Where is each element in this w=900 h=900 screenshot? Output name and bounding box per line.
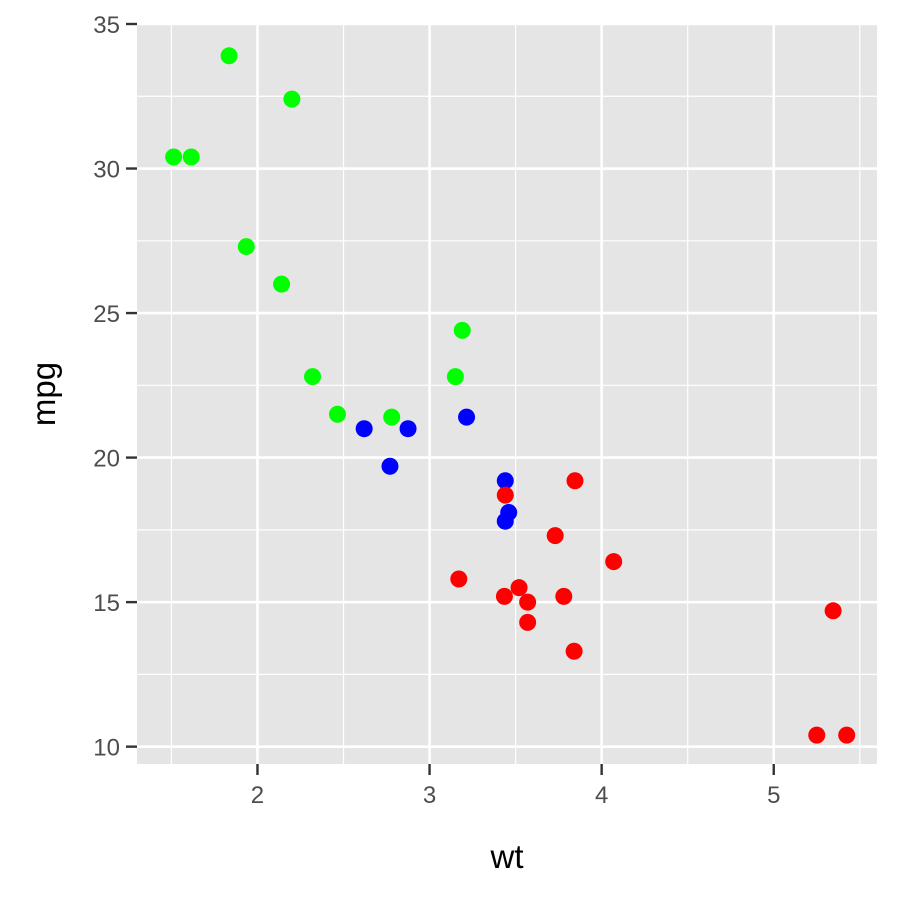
data-point [605, 553, 623, 571]
data-point [328, 405, 346, 423]
data-point [237, 238, 255, 256]
y-axis-title: mpg [25, 362, 62, 426]
data-point [495, 587, 513, 605]
data-point [510, 579, 528, 597]
x-axis-title: wt [490, 838, 524, 875]
y-tick-label: 10 [93, 735, 120, 762]
data-points [165, 47, 856, 744]
data-point [838, 726, 856, 744]
panel-background [137, 24, 877, 764]
data-point [446, 368, 464, 386]
data-point [546, 527, 564, 545]
x-tick-label: 4 [595, 782, 608, 809]
data-point [283, 90, 301, 108]
data-point [824, 602, 842, 620]
x-tick-label: 2 [251, 782, 264, 809]
major-gridlines [137, 22, 877, 764]
data-point [383, 408, 401, 426]
data-point [496, 512, 514, 530]
y-axis: 10 15 20 25 30 35 [93, 12, 137, 762]
data-point [565, 642, 583, 660]
data-point [182, 148, 200, 166]
minor-gridlines [137, 24, 877, 764]
data-point [453, 321, 471, 339]
data-point [273, 275, 291, 293]
y-tick-label: 30 [93, 157, 120, 184]
data-point [304, 368, 322, 386]
data-point [808, 726, 826, 744]
data-point [399, 420, 417, 438]
data-point [555, 587, 573, 605]
y-tick-label: 20 [93, 446, 120, 473]
data-point [165, 148, 183, 166]
y-tick-label: 25 [93, 301, 120, 328]
data-point [381, 457, 399, 475]
data-point [355, 420, 373, 438]
data-point [496, 472, 514, 490]
data-point [519, 613, 537, 631]
data-point [519, 593, 537, 611]
x-tick-label: 5 [767, 782, 780, 809]
data-point [566, 472, 584, 490]
data-point [450, 570, 468, 588]
data-point [220, 47, 238, 65]
y-tick-label: 15 [93, 590, 120, 617]
x-axis: 2 3 4 5 [251, 764, 780, 809]
x-tick-label: 3 [423, 782, 436, 809]
data-point [496, 486, 514, 504]
y-tick-label: 35 [93, 12, 120, 39]
data-point [458, 408, 476, 426]
